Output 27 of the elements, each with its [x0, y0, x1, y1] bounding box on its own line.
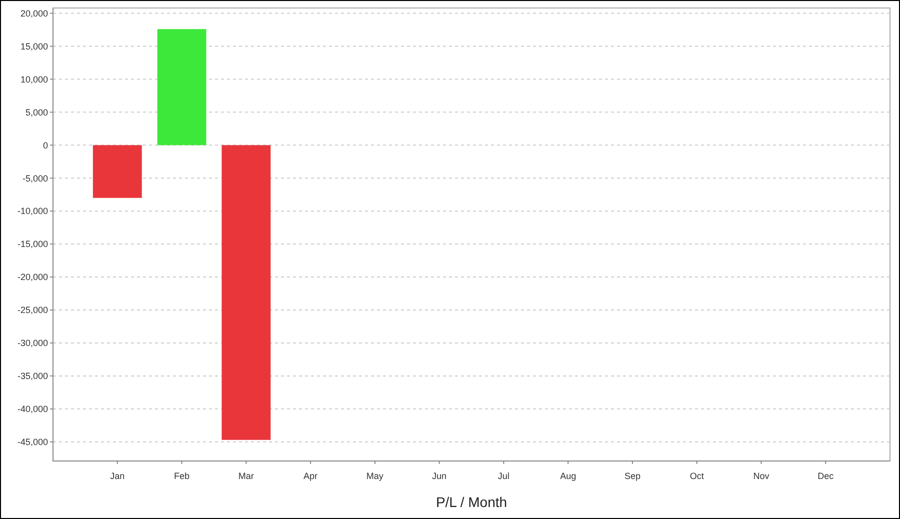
y-tick-label: 5,000: [25, 107, 48, 118]
x-tick-label: Feb: [174, 471, 190, 481]
y-tick-label: -30,000: [17, 338, 48, 348]
y-tick-label: -25,000: [17, 305, 48, 316]
y-tick-label: 0: [42, 140, 48, 150]
x-tick-label: Oct: [690, 471, 704, 481]
x-tick-label: Jul: [498, 471, 510, 481]
y-tick-label: -5,000: [22, 173, 48, 184]
x-tick-label: Jun: [432, 471, 447, 481]
x-tick-label: Sep: [624, 471, 640, 481]
x-tick-label: Mar: [238, 471, 254, 481]
y-tick-label: -45,000: [17, 437, 48, 448]
y-tick-label: -10,000: [17, 206, 48, 216]
y-tick-label: 15,000: [20, 41, 48, 52]
y-tick-label: 10,000: [20, 74, 48, 84]
y-tick-label: -15,000: [17, 239, 48, 250]
x-tick-label: Dec: [818, 471, 834, 481]
x-axis-title: P/L / Month: [436, 494, 508, 510]
x-tick-label: May: [366, 471, 384, 481]
y-tick-label: 20,000: [20, 8, 48, 18]
y-tick-label: -40,000: [17, 404, 48, 414]
x-tick-label: Jan: [110, 471, 125, 481]
y-tick-label: -20,000: [17, 272, 48, 282]
y-tick-label: -35,000: [17, 371, 48, 382]
x-tick-label: Apr: [304, 471, 318, 481]
x-tick-label: Nov: [753, 471, 770, 481]
x-tick-label: Aug: [560, 471, 576, 481]
